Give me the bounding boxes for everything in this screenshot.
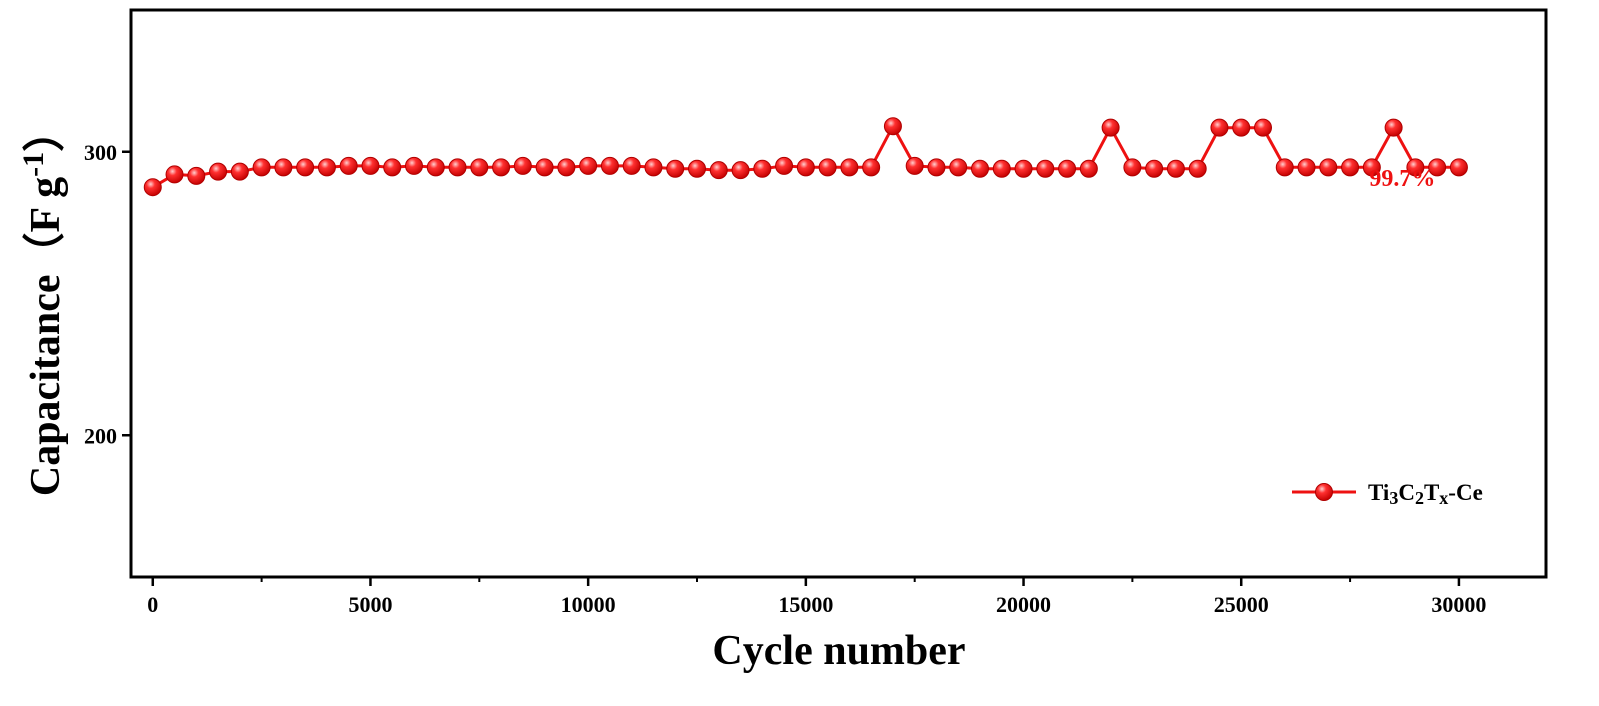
retention-annotation: 99.7% [1369, 166, 1435, 192]
data-point [883, 117, 902, 136]
legend-label: Ti3C2Tx-Ce [1368, 480, 1483, 508]
data-point [383, 158, 402, 177]
data-point [317, 158, 336, 177]
y-axis-title-open-paren: （ [22, 232, 69, 274]
legend-marker-sample [1315, 483, 1333, 501]
y-axis: 200 300 [84, 140, 131, 448]
data-point [1341, 158, 1360, 177]
data-point [1319, 158, 1338, 177]
x-tick-label: 10000 [561, 592, 616, 617]
data-point [622, 156, 641, 175]
y-tick-label: 200 [84, 423, 117, 448]
data-point [1232, 118, 1251, 137]
data-point [775, 156, 794, 175]
data-point [1275, 158, 1294, 177]
data-point [274, 158, 293, 177]
data-point [209, 162, 228, 181]
data-point [426, 158, 445, 177]
data-point [753, 159, 772, 178]
data-point [1188, 159, 1207, 178]
data-point [731, 161, 750, 180]
data-point [448, 158, 467, 177]
x-tick-label: 30000 [1431, 592, 1486, 617]
data-point [296, 158, 315, 177]
data-point [470, 158, 489, 177]
data-point [949, 158, 968, 177]
data-point [252, 158, 271, 177]
x-axis-title: Cycle number [712, 628, 965, 674]
data-point [644, 158, 663, 177]
x-tick-label: 15000 [778, 592, 833, 617]
data-point [492, 158, 511, 177]
data-point [557, 158, 576, 177]
data-point [796, 158, 815, 177]
y-axis-title: Capacitance（F g-1） [17, 110, 69, 496]
y-axis-title-main: Capacitance [23, 275, 69, 497]
data-point [361, 156, 380, 175]
data-point [1406, 158, 1425, 177]
data-point [339, 156, 358, 175]
plot-frame [129, 8, 1548, 579]
data-point [709, 161, 728, 180]
data-point [1428, 158, 1447, 177]
data-point [600, 156, 619, 175]
data-point [579, 156, 598, 175]
data-point [971, 159, 989, 178]
data-point [1014, 159, 1033, 178]
data-point [1166, 159, 1185, 178]
y-axis-title-unit: F g [23, 177, 69, 233]
data-point [992, 159, 1011, 178]
data-point [1449, 158, 1468, 177]
data-point [1123, 158, 1142, 177]
data-point [1210, 118, 1229, 137]
x-axis: 0 5000 10000 15000 20000 25000 30000 [147, 577, 1486, 617]
data-point [1362, 158, 1381, 177]
data-point [535, 158, 554, 177]
data-point [840, 158, 859, 177]
y-axis-title-exponent: -1 [17, 152, 50, 177]
x-tick-label: 0 [147, 592, 158, 617]
data-point [927, 158, 946, 177]
data-point [143, 178, 162, 197]
data-point [513, 156, 532, 175]
x-tick-label: 20000 [996, 592, 1051, 617]
data-point [1079, 159, 1098, 178]
data-point [1145, 159, 1164, 178]
annotation-layer: 99.7% [1369, 166, 1435, 192]
y-tick-label: 300 [84, 140, 117, 165]
data-point [688, 159, 706, 178]
data-point [405, 156, 423, 175]
data-point [1101, 118, 1120, 137]
data-point [1058, 159, 1077, 178]
data-point [230, 162, 249, 181]
data-point [1036, 159, 1055, 178]
data-point [1384, 118, 1403, 137]
data-point [165, 165, 184, 184]
x-tick-label: 25000 [1214, 592, 1269, 617]
series-layer [143, 117, 1468, 197]
data-point [187, 166, 206, 185]
data-point [1254, 118, 1272, 137]
data-point [862, 158, 881, 177]
legend: Ti3C2Tx-Ce [1292, 480, 1483, 508]
data-point [905, 156, 924, 175]
data-point [818, 158, 837, 177]
x-tick-label: 5000 [348, 592, 392, 617]
y-axis-title-close-paren: ） [22, 110, 69, 152]
data-point [666, 159, 685, 178]
data-point [1297, 158, 1316, 177]
